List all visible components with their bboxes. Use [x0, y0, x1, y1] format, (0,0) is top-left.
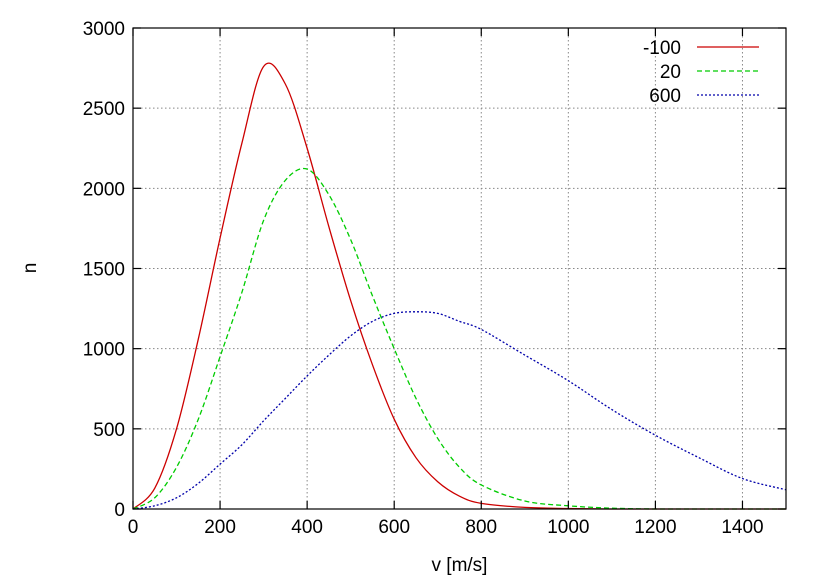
- y-axis-label: n: [20, 263, 41, 274]
- series-group: [132, 62, 787, 510]
- x-tick-label: 600: [378, 517, 410, 538]
- x-axis-label: v [m/s]: [432, 555, 488, 576]
- y-tick-label: 2500: [83, 99, 125, 120]
- x-tick-label: 400: [291, 517, 323, 538]
- legend-label: 600: [649, 86, 681, 107]
- legend: -100 20 600: [643, 38, 759, 107]
- plot-frame: [132, 27, 787, 510]
- x-tick-label: 1400: [721, 517, 763, 538]
- y-tick-label: 1500: [83, 260, 125, 281]
- x-tick-label: 200: [204, 517, 236, 538]
- x-tick-label: 1200: [634, 517, 676, 538]
- y-tick-label: 3000: [83, 19, 125, 40]
- series-line-2: [132, 311, 787, 510]
- x-tick-label: 0: [128, 517, 139, 538]
- y-tick-label: 2000: [83, 179, 125, 200]
- ticks: 0 200 400 600 800 1000 1200 1400 0 500 1000 1500 200…: [83, 19, 786, 538]
- grid: [133, 28, 786, 509]
- y-tick-label: 500: [93, 420, 125, 441]
- legend-label: 20: [660, 62, 681, 83]
- y-tick-label: 1000: [83, 340, 125, 361]
- y-tick-label: 0: [114, 500, 125, 521]
- x-tick-label: 1000: [547, 517, 589, 538]
- legend-label: -100: [643, 38, 681, 59]
- series-line-0: [132, 62, 786, 510]
- series-line-1: [132, 167, 786, 510]
- x-tick-label: 800: [465, 517, 497, 538]
